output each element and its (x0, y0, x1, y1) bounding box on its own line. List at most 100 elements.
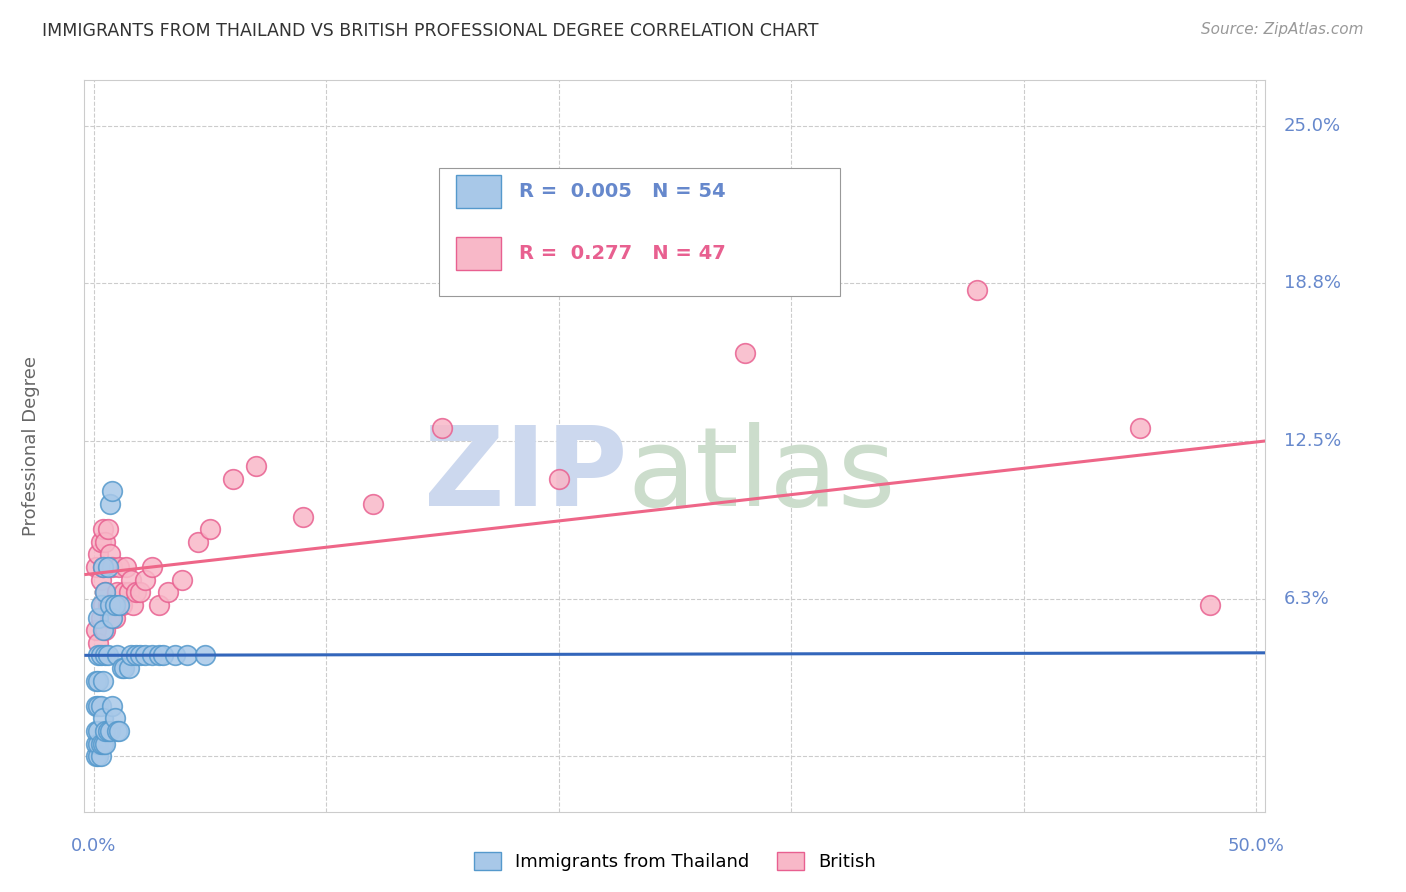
Point (90, 598, 112, 612)
Point (120, 648, 142, 663)
Point (87, 698, 110, 713)
Point (91, 560, 114, 574)
Point (194, 648, 217, 663)
Point (84, 623, 107, 637)
Point (245, 459, 267, 474)
Point (90, 737, 112, 751)
Point (91, 522, 114, 536)
Point (1129, 421, 1152, 435)
Point (90, 534, 112, 549)
Point (87, 648, 110, 663)
Point (90, 573, 112, 587)
Point (84, 698, 107, 713)
Point (112, 661, 135, 675)
Point (91, 673, 114, 688)
Point (94, 724, 117, 739)
Point (101, 484, 124, 499)
Point (101, 560, 124, 574)
Point (87, 673, 110, 688)
Point (87, 724, 110, 739)
FancyBboxPatch shape (439, 168, 841, 296)
Point (84, 737, 107, 751)
Point (108, 724, 131, 739)
Point (432, 421, 454, 435)
Text: 18.8%: 18.8% (1284, 275, 1341, 293)
Point (91, 623, 114, 637)
Point (124, 648, 146, 663)
Point (124, 585, 146, 599)
Point (90, 698, 112, 713)
Point (84, 673, 107, 688)
Point (101, 610, 124, 624)
Point (966, 283, 988, 297)
Point (97, 598, 120, 612)
Bar (457, 237, 502, 270)
Text: 12.5%: 12.5% (1284, 432, 1341, 450)
Point (163, 648, 186, 663)
Point (94, 648, 117, 663)
Text: Source: ZipAtlas.com: Source: ZipAtlas.com (1201, 22, 1364, 37)
Point (148, 598, 170, 612)
Point (101, 698, 124, 713)
Legend: Immigrants from Thailand, British: Immigrants from Thailand, British (467, 846, 883, 879)
Text: 6.3%: 6.3% (1284, 590, 1330, 607)
Point (141, 648, 163, 663)
Point (98, 548, 121, 562)
Point (187, 534, 209, 549)
Point (98, 497, 121, 511)
Point (87, 548, 110, 562)
Point (94, 585, 117, 599)
Point (103, 598, 125, 612)
Text: 50.0%: 50.0% (1227, 837, 1285, 855)
Point (547, 472, 569, 486)
Point (91, 737, 114, 751)
Point (98, 598, 121, 612)
Point (94, 585, 117, 599)
Point (98, 610, 121, 624)
Point (134, 573, 156, 587)
Text: 25.0%: 25.0% (1284, 117, 1341, 135)
Point (84, 560, 107, 574)
Text: R =  0.277   N = 47: R = 0.277 N = 47 (519, 244, 725, 263)
Point (98, 724, 121, 739)
Point (176, 648, 198, 663)
Point (122, 598, 145, 612)
Point (108, 598, 131, 612)
Point (91, 711, 114, 725)
Point (91, 560, 114, 574)
Point (141, 560, 163, 574)
Text: ZIP: ZIP (425, 422, 627, 529)
Point (90, 749, 112, 764)
Point (101, 598, 124, 612)
Point (84, 749, 107, 764)
Point (97, 724, 120, 739)
Point (97, 648, 120, 663)
Point (87, 636, 110, 650)
Point (87, 737, 110, 751)
Point (170, 573, 193, 587)
Point (108, 560, 131, 574)
Point (117, 585, 139, 599)
Point (103, 610, 125, 624)
Point (1198, 598, 1220, 612)
Text: R =  0.005   N = 54: R = 0.005 N = 54 (519, 182, 725, 201)
Point (734, 345, 756, 359)
Point (117, 661, 139, 675)
Point (105, 648, 128, 663)
Point (97, 560, 120, 574)
Text: atlas: atlas (627, 422, 896, 529)
Point (157, 585, 180, 599)
Point (134, 648, 156, 663)
Point (222, 472, 245, 486)
Point (94, 623, 117, 637)
Point (198, 522, 221, 536)
Point (152, 648, 174, 663)
Point (103, 711, 125, 725)
Point (90, 648, 112, 663)
Point (129, 585, 152, 599)
Text: 0.0%: 0.0% (70, 837, 117, 855)
Point (105, 585, 128, 599)
Point (90, 610, 112, 624)
Point (291, 509, 314, 524)
Text: Professional Degree: Professional Degree (22, 356, 41, 536)
